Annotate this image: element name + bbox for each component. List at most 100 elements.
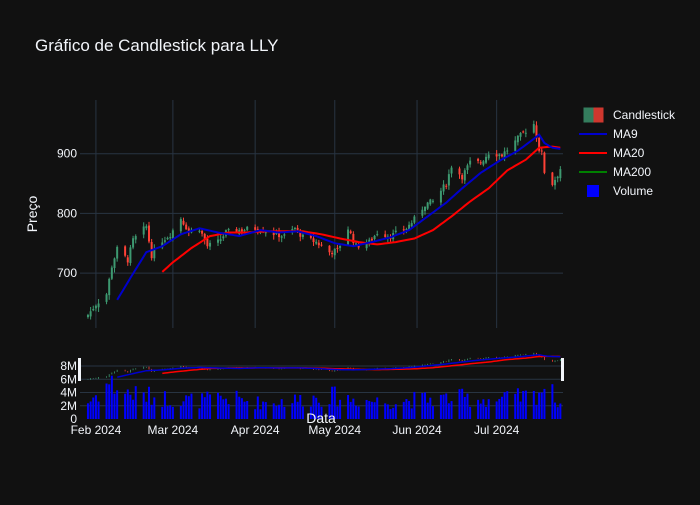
candle: [333, 248, 336, 260]
candle: [153, 244, 156, 262]
candle: [532, 120, 535, 134]
candle: [426, 201, 429, 210]
volume-bar: [89, 401, 92, 419]
legend[interactable]: Candlestick MA9 MA20 MA200 Volume: [579, 107, 676, 198]
volume-bar: [551, 384, 554, 419]
candle: [543, 151, 546, 175]
range-slider-left-handle[interactable]: [78, 358, 81, 381]
price-grid: [80, 100, 563, 328]
volume-bar: [389, 409, 392, 419]
candle: [477, 157, 480, 164]
volume-bar: [185, 395, 188, 419]
candle-body: [445, 185, 448, 187]
volume-bar: [410, 408, 413, 419]
candle: [161, 238, 164, 250]
candle-body: [201, 231, 204, 234]
x-tick-label: Mar 2024: [148, 423, 199, 437]
candle-body: [142, 226, 145, 235]
candle-body: [280, 236, 283, 238]
candle: [522, 130, 525, 134]
candle: [554, 176, 557, 190]
candle: [283, 232, 286, 239]
candle-body: [506, 150, 509, 152]
volume-bar: [227, 404, 230, 419]
price-y-tick-labels: 700 800 900: [57, 147, 77, 280]
candle-body: [320, 244, 323, 246]
volume-bar: [365, 399, 368, 419]
legend-label: MA200: [613, 165, 651, 179]
candle: [466, 163, 469, 175]
volume-bar: [301, 406, 304, 419]
candle-body: [89, 311, 92, 317]
candle: [559, 166, 562, 182]
candle: [394, 226, 397, 234]
volume-bar: [240, 398, 243, 419]
candle: [108, 277, 111, 300]
volume-bar: [466, 393, 469, 419]
candle-body: [283, 234, 286, 236]
x-tick-label: Jul 2024: [474, 423, 520, 437]
candle-body: [532, 124, 535, 133]
volume-bar: [495, 401, 498, 419]
legend-item-ma9[interactable]: MA9: [579, 127, 638, 141]
candle-body: [206, 238, 209, 247]
candle: [447, 169, 450, 190]
legend-label: MA20: [613, 146, 645, 160]
volume-bar: [116, 390, 119, 419]
candle-body: [485, 156, 488, 163]
volume-bar: [262, 401, 265, 419]
candle: [246, 225, 249, 232]
volume-bar: [394, 404, 397, 419]
candle: [365, 239, 368, 251]
candle: [384, 230, 387, 238]
range-slider-right-handle[interactable]: [561, 358, 564, 381]
volume-bar: [219, 395, 222, 419]
x-tick-label: May 2024: [308, 423, 361, 437]
candle-body: [328, 245, 331, 253]
volume-bar: [264, 402, 267, 419]
candle: [86, 313, 89, 319]
candle: [519, 132, 522, 141]
y-axis-label: Preço: [24, 196, 40, 233]
candle: [280, 235, 283, 243]
candle-body: [466, 165, 469, 171]
candle-body: [113, 258, 116, 269]
candle: [116, 245, 119, 262]
candle-body: [272, 231, 275, 236]
volume-bar: [148, 386, 150, 419]
legend-item-ma20[interactable]: MA20: [579, 146, 645, 160]
candle-body: [293, 227, 296, 229]
volume-bar: [94, 395, 97, 419]
volume-bar: [431, 406, 434, 419]
range-slider[interactable]: [78, 352, 564, 419]
ma20-line: [161, 145, 561, 273]
volume-bar: [198, 408, 201, 419]
candle: [516, 134, 519, 146]
volume-bar: [540, 392, 543, 419]
volume-bar: [384, 403, 387, 419]
volume-bar: [559, 403, 562, 419]
volume-bar: [134, 386, 137, 419]
volume-bar: [450, 401, 453, 419]
volume-bar: [126, 389, 129, 419]
volume-bar: [516, 388, 519, 419]
candle-body: [105, 294, 108, 302]
candle: [254, 224, 257, 232]
volume-bar: [463, 396, 466, 419]
volume-bar: [485, 406, 488, 419]
volume-bar: [538, 392, 541, 419]
legend-item-ma200[interactable]: MA200: [579, 165, 651, 179]
candle-body: [424, 206, 426, 212]
candle-body: [421, 209, 424, 216]
volume-bar: [150, 404, 153, 419]
volume-bar: [339, 399, 342, 419]
volume-bar: [97, 401, 100, 419]
candle: [182, 217, 185, 226]
candle: [458, 166, 461, 179]
legend-item-volume[interactable]: Volume: [587, 184, 653, 198]
legend-item-candlestick[interactable]: Candlestick: [583, 107, 676, 123]
candle-body: [278, 230, 281, 238]
candle-body: [222, 236, 225, 239]
volume-bar: [352, 398, 355, 419]
volume-bar: [275, 405, 278, 419]
